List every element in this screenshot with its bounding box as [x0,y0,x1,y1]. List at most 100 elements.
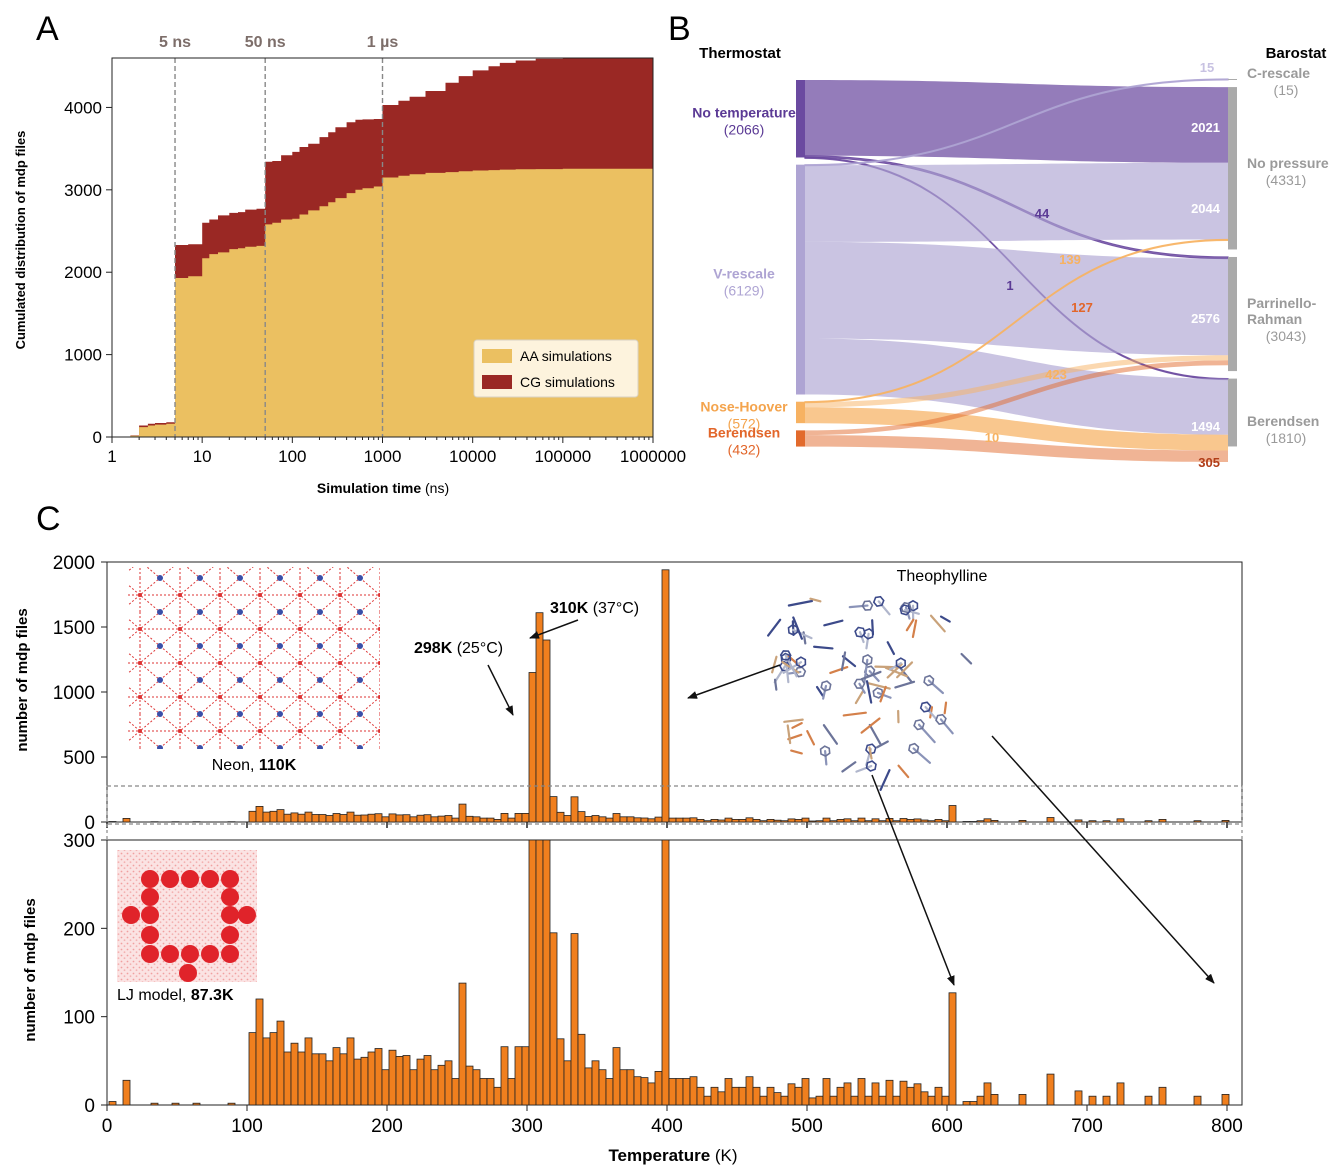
bottom-bar [661,839,670,1106]
top-bar [801,817,810,823]
sankey-left-count: (2066) [724,122,764,138]
bottom-bar [465,1065,474,1106]
theophylline-molecule-image [767,595,973,791]
sankey-left-node [796,401,805,424]
bottom-bar [381,1069,390,1106]
bottom-bar [1144,1095,1153,1106]
panel-c-top-x-ticks [106,822,1228,828]
top-bar [374,813,383,823]
bottom-bar [752,1086,761,1106]
neon-crystal-image [128,567,380,749]
molecule-bond [924,705,937,720]
top-bar [969,821,978,823]
panel-c-top-y-ticks: 0 500 1000 1500 2000 [53,553,107,834]
top-bar [409,816,418,823]
bottom-bar [843,1082,852,1106]
bottom-bar [892,1095,901,1106]
molecule-bond [815,685,824,697]
vline-label-2: 1 µs [367,34,399,51]
top-bar [948,805,957,823]
molecule-ring [908,742,920,755]
theophylline-inset: Theophylline [767,568,988,791]
bottom-bar [983,1082,992,1106]
molecule-bond [781,660,800,674]
molecule-bond [897,764,910,779]
top-bar [1046,817,1055,823]
lj-particle [141,888,159,906]
top-bar [962,821,971,823]
top-bar [325,815,334,823]
panel-c-bottom-bars [108,839,1230,1106]
sankey-right-label: C-rescale [1247,65,1310,81]
legend-label-aa: AA simulations [520,348,612,364]
top-bar [549,796,558,823]
molecule-ring [861,600,874,611]
sankey-flow-value: 2576 [1191,311,1220,326]
molecule-bond [841,761,857,773]
top-bar [920,819,929,823]
top-bar [1074,819,1083,823]
molecule-ring [854,626,866,638]
top-bar [255,806,264,823]
sankey-left-count: (432) [728,441,761,457]
sankey-flow [805,241,1228,356]
top-bar [836,819,845,823]
panel-b-sankey: Thermostat Barostat No temperature(2066)… [692,45,1329,470]
top-bar [850,820,859,823]
panel-c-bottom-x-ticks: 0 100 200 300 400 500 600 700 800 [102,1105,1243,1137]
molecule-ring [923,674,935,687]
bottom-y-tick-label: 100 [63,1008,95,1029]
top-bar [1018,820,1027,823]
panel-a-x-ticks: 1 10 100 1000 10000 100000 1000000 [107,437,686,466]
theophylline-inset-label: Theophylline [897,568,988,585]
sankey-flow-value: 44 [1035,206,1050,221]
molecule-bond [855,764,873,773]
sankey-flow [805,338,1228,435]
sankey-flow-value: 1 [1006,278,1013,293]
bottom-bar [710,1086,719,1106]
y-tick-label: 2000 [64,263,102,282]
bottom-bar [815,1095,824,1106]
top-bar [598,816,607,823]
bottom-bar [969,1101,978,1106]
bottom-bar [346,1037,355,1106]
bottom-bar [612,1047,621,1106]
bottom-bar [990,1094,999,1106]
top-bar [381,816,390,823]
molecule-ring [819,745,831,758]
sankey-right-node [1228,79,1237,80]
bottom-bar [787,1083,796,1106]
molecule-bond [927,679,945,695]
legend-swatch-aa [482,349,512,363]
bottom-bar [780,1095,789,1106]
x-tick-label: 500 [791,1116,823,1137]
molecule-bond [886,641,896,656]
arrow-theophylline-400k [687,664,781,699]
top-bar [276,809,285,823]
top-bar [584,816,593,823]
molecule-bond [939,718,954,735]
top-bar [430,816,439,823]
molecule-bond [876,691,892,699]
sankey-flow [805,435,1228,462]
bottom-bar [668,1078,677,1106]
top-bar [941,820,950,823]
sankey-left-label: V-rescale [713,266,775,282]
x-tick-label: 10 [193,447,212,466]
sankey-flow [805,360,1228,436]
top-bar [717,819,726,823]
top-bar [1158,819,1167,823]
molecule-bond [943,701,948,715]
bottom-bar [269,1032,278,1106]
bottom-bar [619,1069,628,1106]
bottom-bar [920,1091,929,1106]
top-bar [297,813,306,823]
zoom-region-box [106,785,1243,825]
lj-particle [181,945,199,963]
molecule-ring [853,678,866,689]
sankey-left-title: Thermostat [699,45,781,62]
bottom-bar [262,1037,271,1106]
top-bar [332,813,341,823]
bottom-bar [248,1032,257,1106]
arrow-theophylline-600k [871,774,955,986]
